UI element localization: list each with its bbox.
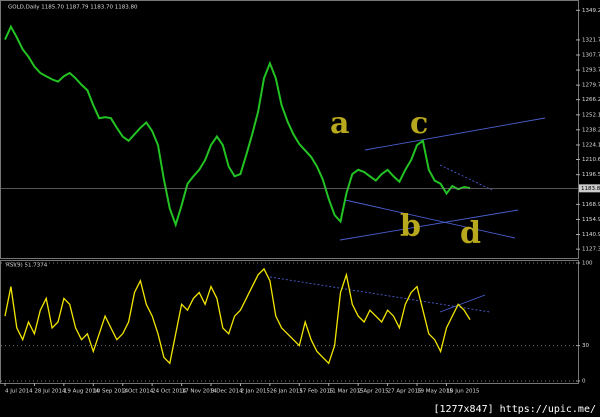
x-tick-label: 26 Jan 2015 <box>270 389 303 395</box>
y-tick-label: 1196.50 <box>582 172 600 178</box>
annotation: b <box>400 209 421 244</box>
x-tick-label: 27 Apr 2015 <box>388 389 423 395</box>
rsi-panel <box>0 260 579 384</box>
y-tick-label: 1140.90 <box>582 232 600 238</box>
x-tick-label: 17 Feb 2015 <box>299 389 334 395</box>
x-tick-label: 10 Jun 2015 <box>446 389 480 395</box>
y-tick-label: 1238.20 <box>582 127 600 133</box>
y-tick-label: 1279.70 <box>582 83 600 89</box>
y-tick-label: 1321.70 <box>582 37 600 43</box>
x-tick-label: 2 Oct 2014 <box>123 389 154 395</box>
y-tick-label: 1154.90 <box>582 217 600 223</box>
y-tick-label: 1307.70 <box>582 52 600 58</box>
y-tick-label: 30 <box>582 343 589 349</box>
x-tick-label: 2 Apr 2015 <box>358 389 389 395</box>
watermark: [1277x847] https://upic.me/ <box>433 404 596 415</box>
current-price-label: 1183.80 <box>581 186 600 192</box>
current-price-box <box>579 184 600 193</box>
y-tick-label: 1266.20 <box>582 97 600 103</box>
x-tick-label: 10 Sep 2014 <box>93 389 128 395</box>
chart-title: GOLD,Daily 1185.70 1187.79 1183.70 1183.… <box>8 5 138 11</box>
x-tick-label: 11 Mar 2015 <box>329 389 364 395</box>
annotation: a <box>330 106 349 141</box>
x-tick-label: 28 Jul 2014 <box>34 389 66 395</box>
series-line <box>4 267 471 365</box>
y-tick-label: 0 <box>582 379 586 385</box>
series-line <box>4 24 471 228</box>
indicator-title: RSI(9) 51.7374 <box>6 263 48 269</box>
x-tick-label: 17 Nov 2014 <box>182 389 218 395</box>
y-tick-label: 1127.30 <box>582 247 600 253</box>
y-tick-label: 1224.10 <box>582 142 600 148</box>
y-tick-label: 1293.70 <box>582 68 600 74</box>
annotation: c <box>410 106 428 141</box>
annotation: d <box>460 216 481 251</box>
x-tick-label: 19 Aug 2014 <box>64 389 100 395</box>
y-tick-label: 1349.20 <box>582 8 600 14</box>
x-tick-label: 4 Jul 2014 <box>5 389 33 395</box>
y-tick-label: 1252.10 <box>582 112 600 118</box>
x-tick-label: 19 May 2015 <box>417 389 453 395</box>
x-tick-label: 9 Dec 2014 <box>211 389 243 395</box>
x-tick-label: 24 Oct 2014 <box>152 389 187 395</box>
trend-lines <box>269 117 546 313</box>
y-tick-label: 100 <box>582 261 593 267</box>
y-tick-label: 1168.90 <box>582 202 600 208</box>
y-tick-label: 1210.60 <box>582 157 600 163</box>
price-panel <box>0 0 579 259</box>
x-tick-label: 2 Jan 2015 <box>240 389 270 395</box>
